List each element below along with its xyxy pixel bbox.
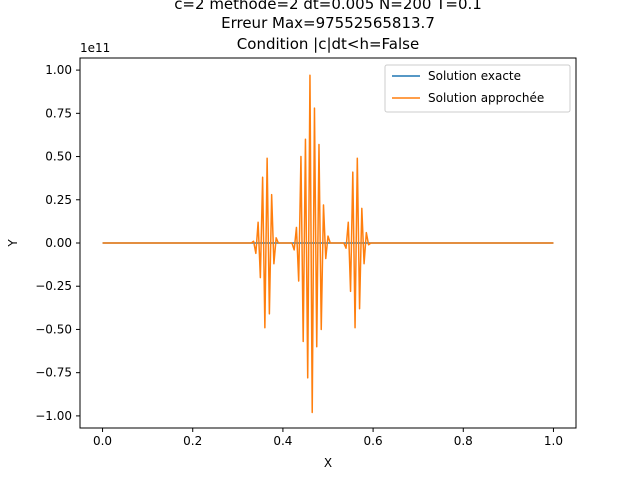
x-axis-ticks: 0.0 0.2 0.4 0.6 0.8 1.0 [93,428,563,448]
series-line-solution-approch-e [102,74,554,414]
legend: Solution exacte Solution approchée [384,64,571,113]
y-tick-label: 0.25 [45,193,72,207]
x-tick-label: 0.0 [93,434,112,448]
x-tick-label: 0.2 [183,434,202,448]
legend-label-solution-exacte: Solution exacte [428,69,521,83]
y-tick-label: −0.75 [35,366,72,380]
title-line-1: c=2 methode=2 dt=0.005 N=200 T=0.1 [174,0,482,13]
y-tick-label: −0.50 [35,322,72,336]
x-tick-label: 1.0 [544,434,563,448]
x-tick-label: 0.4 [273,434,292,448]
x-tick-label: 0.8 [454,434,473,448]
y-axis-label: Y [6,239,20,248]
y-tick-label: 0.00 [45,236,72,250]
series-layer [102,74,554,414]
y-tick-label: −0.25 [35,279,72,293]
y-tick-label: −1.00 [35,409,72,423]
y-axis-ticks: −1.00 −0.75 −0.50 −0.25 0.00 0.25 0.50 0.75 1.00 [35,63,80,423]
y-tick-label: 0.75 [45,106,72,120]
title-line-2: Erreur Max=97552565813.7 [221,14,435,32]
legend-label-solution-approchee: Solution approchée [428,91,544,105]
y-offset-label: 1e11 [80,41,110,55]
legend-frame [384,64,571,113]
chart-title: c=2 methode=2 dt=0.005 N=200 T=0.1 Erreu… [174,0,482,53]
x-tick-label: 0.6 [364,434,383,448]
x-axis-label: X [324,456,332,470]
y-tick-label: 0.50 [45,150,72,164]
y-tick-label: 1.00 [45,63,72,77]
title-line-3: Condition |c|dt<h=False [237,35,419,53]
